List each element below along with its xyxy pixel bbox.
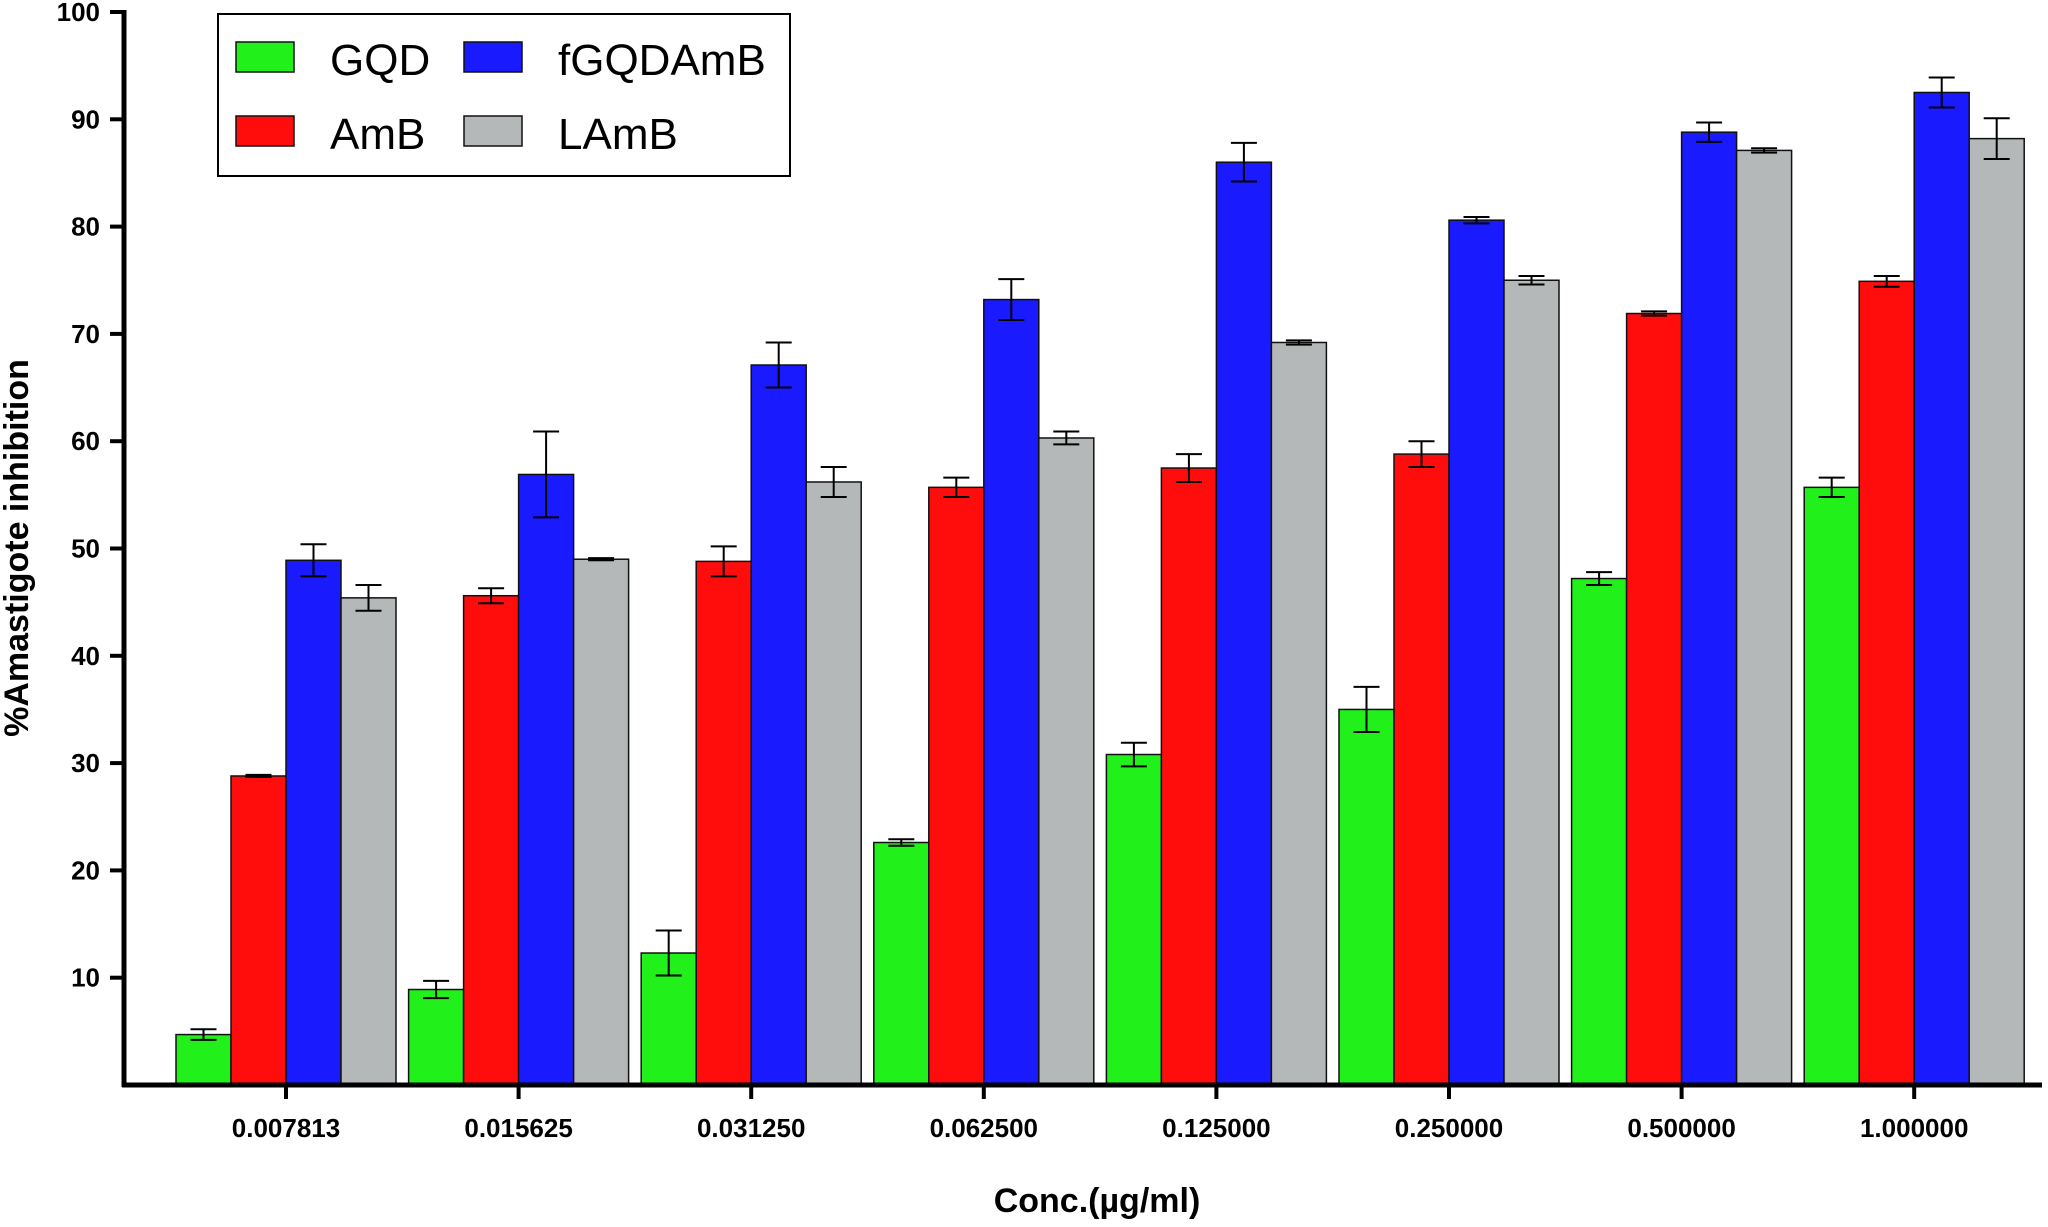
legend-swatch-amb	[235, 115, 295, 147]
bar-fgqdamb	[1215, 161, 1273, 1086]
y-tick-label: 80	[71, 212, 100, 242]
bar-amb	[1858, 280, 1915, 1086]
bar-fgqdamb	[1448, 219, 1505, 1086]
legend-label-fgqdamb: fGQDAmB	[558, 36, 766, 85]
bar-amb	[928, 486, 985, 1086]
bar-lamb	[1038, 437, 1095, 1086]
bar-lamb	[1503, 279, 1560, 1086]
bar-fgqdamb	[517, 473, 575, 1086]
bar-lamb	[340, 597, 397, 1086]
bar-amb	[1393, 453, 1450, 1086]
x-axis-title: Conc.(µg/ml)	[994, 1182, 1201, 1220]
y-tick-label: 60	[71, 426, 100, 456]
bar-fgqdamb	[1913, 91, 1970, 1086]
bar-fgqdamb	[285, 559, 342, 1086]
x-tick-label: 0.062500	[930, 1113, 1038, 1143]
y-ticks-layer: 10 20 30 40 50 60 70 80 90 100	[57, 0, 124, 993]
legend-box	[217, 13, 791, 177]
legend-label-lamb: LAmB	[558, 110, 678, 159]
legend-label-gqd: GQD	[330, 36, 430, 85]
x-tick-label: 0.015625	[464, 1113, 572, 1143]
y-tick-label: 40	[71, 641, 100, 671]
bar-amb	[1625, 312, 1683, 1086]
bar-gqd	[175, 1033, 232, 1086]
bar-lamb	[1735, 149, 1793, 1086]
bar-gqd	[1803, 486, 1860, 1086]
legend: GQD AmB fGQDAmB LAmB	[217, 13, 791, 177]
bar-lamb	[572, 558, 630, 1086]
x-tick-label: 0.125000	[1162, 1113, 1270, 1143]
bar-fgqdamb	[1680, 131, 1738, 1086]
bar-amb	[1160, 467, 1218, 1086]
bar-gqd	[873, 841, 930, 1086]
y-tick-label: 90	[71, 104, 100, 134]
x-tick-label: 0.250000	[1395, 1113, 1503, 1143]
legend-swatch-lamb	[463, 115, 523, 147]
legend-swatch-gqd	[235, 41, 295, 73]
bar-lamb	[805, 481, 862, 1086]
y-axis-title: %Amastigote inhibition	[0, 359, 36, 737]
error-bars-layer	[190, 76, 2010, 1041]
bar-amb	[695, 560, 752, 1086]
x-tick-label: 1.000000	[1860, 1113, 1968, 1143]
y-tick-label: 10	[71, 963, 100, 993]
y-tick-label: 20	[71, 855, 100, 885]
bar-fgqdamb	[750, 364, 807, 1086]
x-tick-label: 0.500000	[1627, 1113, 1735, 1143]
y-tick-label: 30	[71, 748, 100, 778]
x-tick-label: 0.031250	[697, 1113, 805, 1143]
y-tick-label: 50	[71, 534, 100, 564]
bar-gqd	[1105, 753, 1163, 1086]
bar-gqd	[407, 988, 465, 1086]
bar-amb	[462, 594, 520, 1086]
x-ticks-layer: 0.007813 0.015625 0.031250 0.062500 0.125000…	[232, 1085, 1968, 1143]
bar-lamb	[1968, 137, 2025, 1086]
bar-gqd	[1570, 577, 1628, 1086]
bars-layer	[175, 91, 2025, 1086]
y-tick-label: 70	[71, 319, 100, 349]
bar-lamb	[1270, 341, 1328, 1086]
legend-label-amb: AmB	[330, 110, 425, 159]
y-tick-label: 100	[57, 0, 100, 27]
bar-gqd	[1338, 708, 1395, 1086]
bar-fgqdamb	[983, 298, 1040, 1086]
bar-amb	[230, 775, 287, 1086]
x-tick-label: 0.007813	[232, 1113, 340, 1143]
legend-swatch-fgqdamb	[463, 41, 523, 73]
